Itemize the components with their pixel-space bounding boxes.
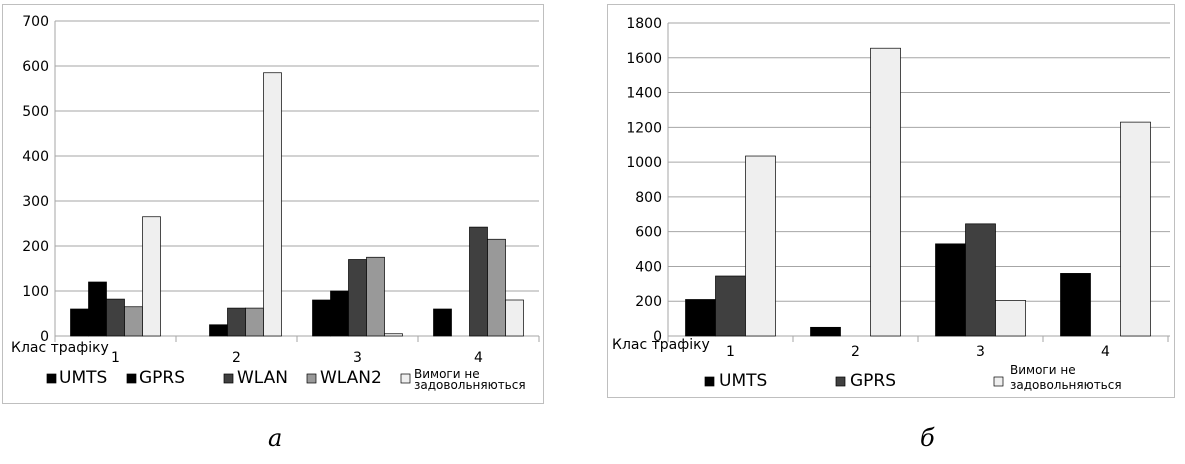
legend-label: WLAN xyxy=(237,368,288,388)
y-tick-label: 0 xyxy=(653,329,662,345)
bar-вимоги-не-задовольняються-cat-2 xyxy=(870,47,901,337)
legend-label: UMTS xyxy=(59,368,107,388)
y-tick-label: 1400 xyxy=(626,86,662,102)
y-tick-label: 500 xyxy=(22,104,49,120)
legend-swatch xyxy=(400,373,411,384)
bar-gprs-cat-3 xyxy=(965,223,996,337)
x-tick-label: 2 xyxy=(851,344,860,360)
legend-label: задовольняються xyxy=(414,378,526,392)
bar-gprs-cat-1 xyxy=(715,275,746,337)
y-tick-label: 1800 xyxy=(626,16,662,32)
y-tick-label: 0 xyxy=(40,329,49,345)
bar-wlan-cat-3 xyxy=(348,259,367,337)
bar-вимоги-не-задовольняються-cat-3 xyxy=(384,333,403,337)
y-tick-label: 600 xyxy=(635,225,662,241)
x-tick-label: 4 xyxy=(1101,344,1110,360)
bar-вимоги-не-задовольняються-cat-4 xyxy=(1120,121,1151,337)
y-tick-label: 200 xyxy=(22,239,49,255)
legend-label: Вимоги не xyxy=(414,367,480,381)
legend-label: UMTS xyxy=(719,371,767,391)
y-tick-label: 200 xyxy=(635,294,662,310)
legend-swatch xyxy=(835,376,846,387)
legend-swatch xyxy=(223,373,234,384)
x-axis-title: Клас трафіку xyxy=(612,337,710,353)
bar-вимоги-не-задовольняються-cat-4 xyxy=(505,299,524,337)
bar-umts-cat-1 xyxy=(70,308,89,337)
bar-wlan2-cat-4 xyxy=(487,238,506,337)
caption-b: б xyxy=(920,424,935,452)
bar-umts-cat-3 xyxy=(935,243,966,337)
bar-wlan-cat-2 xyxy=(227,307,246,337)
legend-swatch xyxy=(46,373,57,384)
x-tick-label: 1 xyxy=(726,344,735,360)
bar-wlan-cat-1 xyxy=(106,298,125,337)
bar-gprs-cat-3 xyxy=(330,290,349,337)
bar-umts-cat-4 xyxy=(1060,273,1091,337)
caption-a: а xyxy=(268,424,283,452)
bar-вимоги-не-задовольняються-cat-1 xyxy=(142,216,161,337)
y-tick-label: 600 xyxy=(22,59,49,75)
bar-вимоги-не-задовольняються-cat-1 xyxy=(745,155,776,337)
bar-gprs-cat-1 xyxy=(88,281,107,337)
chart-panel-b: 0 200 400 600 800 1000 1200 1400 1600 1800 1 2 3 4 Кла… xyxy=(607,4,1175,398)
bar-umts-cat-3 xyxy=(312,299,331,337)
legend-swatch xyxy=(704,376,715,387)
x-tick-label: 1 xyxy=(111,350,120,366)
chart-b-svg: 0 200 400 600 800 1000 1200 1400 1600 1800 1 2 3 4 Кла… xyxy=(612,16,1170,392)
bar-вимоги-не-задовольняються-cat-2 xyxy=(263,72,282,337)
legend-swatch xyxy=(993,376,1004,387)
y-tick-label: 1200 xyxy=(626,120,662,136)
legend-label: задовольняються xyxy=(1010,378,1122,392)
legend-swatch xyxy=(126,373,137,384)
legend-label: Вимоги не xyxy=(1010,363,1076,377)
bar-wlan-cat-4 xyxy=(469,226,488,337)
y-tick-label: 400 xyxy=(22,149,49,165)
chart-panel-a: 0 100 200 300 400 500 600 700 1 2 3 4 Клас трафіку UM… xyxy=(2,4,544,404)
bar-umts-cat-1 xyxy=(685,299,716,337)
x-tick-label: 4 xyxy=(474,350,483,366)
legend-label: WLAN2 xyxy=(320,368,382,388)
y-tick-label: 1600 xyxy=(626,51,662,67)
x-tick-label: 3 xyxy=(976,344,985,360)
bar-umts-cat-2 xyxy=(810,326,841,337)
bar-umts-cat-4 xyxy=(433,308,452,337)
y-tick-label: 400 xyxy=(635,259,662,275)
y-tick-label: 700 xyxy=(22,14,49,30)
y-tick-label: 100 xyxy=(22,284,49,300)
y-tick-label: 800 xyxy=(635,190,662,206)
bar-gprs-cat-2 xyxy=(209,324,228,337)
x-axis-title: Клас трафіку xyxy=(11,340,109,356)
legend-swatch xyxy=(306,373,317,384)
legend-label: GPRS xyxy=(139,368,185,388)
chart-a-svg: 0 100 200 300 400 500 600 700 1 2 3 4 Клас трафіку UM… xyxy=(11,14,540,392)
legend-label: GPRS xyxy=(850,371,896,391)
y-tick-label: 300 xyxy=(22,194,49,210)
x-tick-label: 2 xyxy=(232,350,241,366)
y-tick-label: 1000 xyxy=(626,155,662,171)
bar-wlan2-cat-3 xyxy=(366,256,385,337)
x-tick-label: 3 xyxy=(353,350,362,366)
bar-вимоги-не-задовольняються-cat-3 xyxy=(995,300,1026,337)
bar-wlan2-cat-1 xyxy=(124,306,143,337)
bar-wlan2-cat-2 xyxy=(245,307,264,337)
